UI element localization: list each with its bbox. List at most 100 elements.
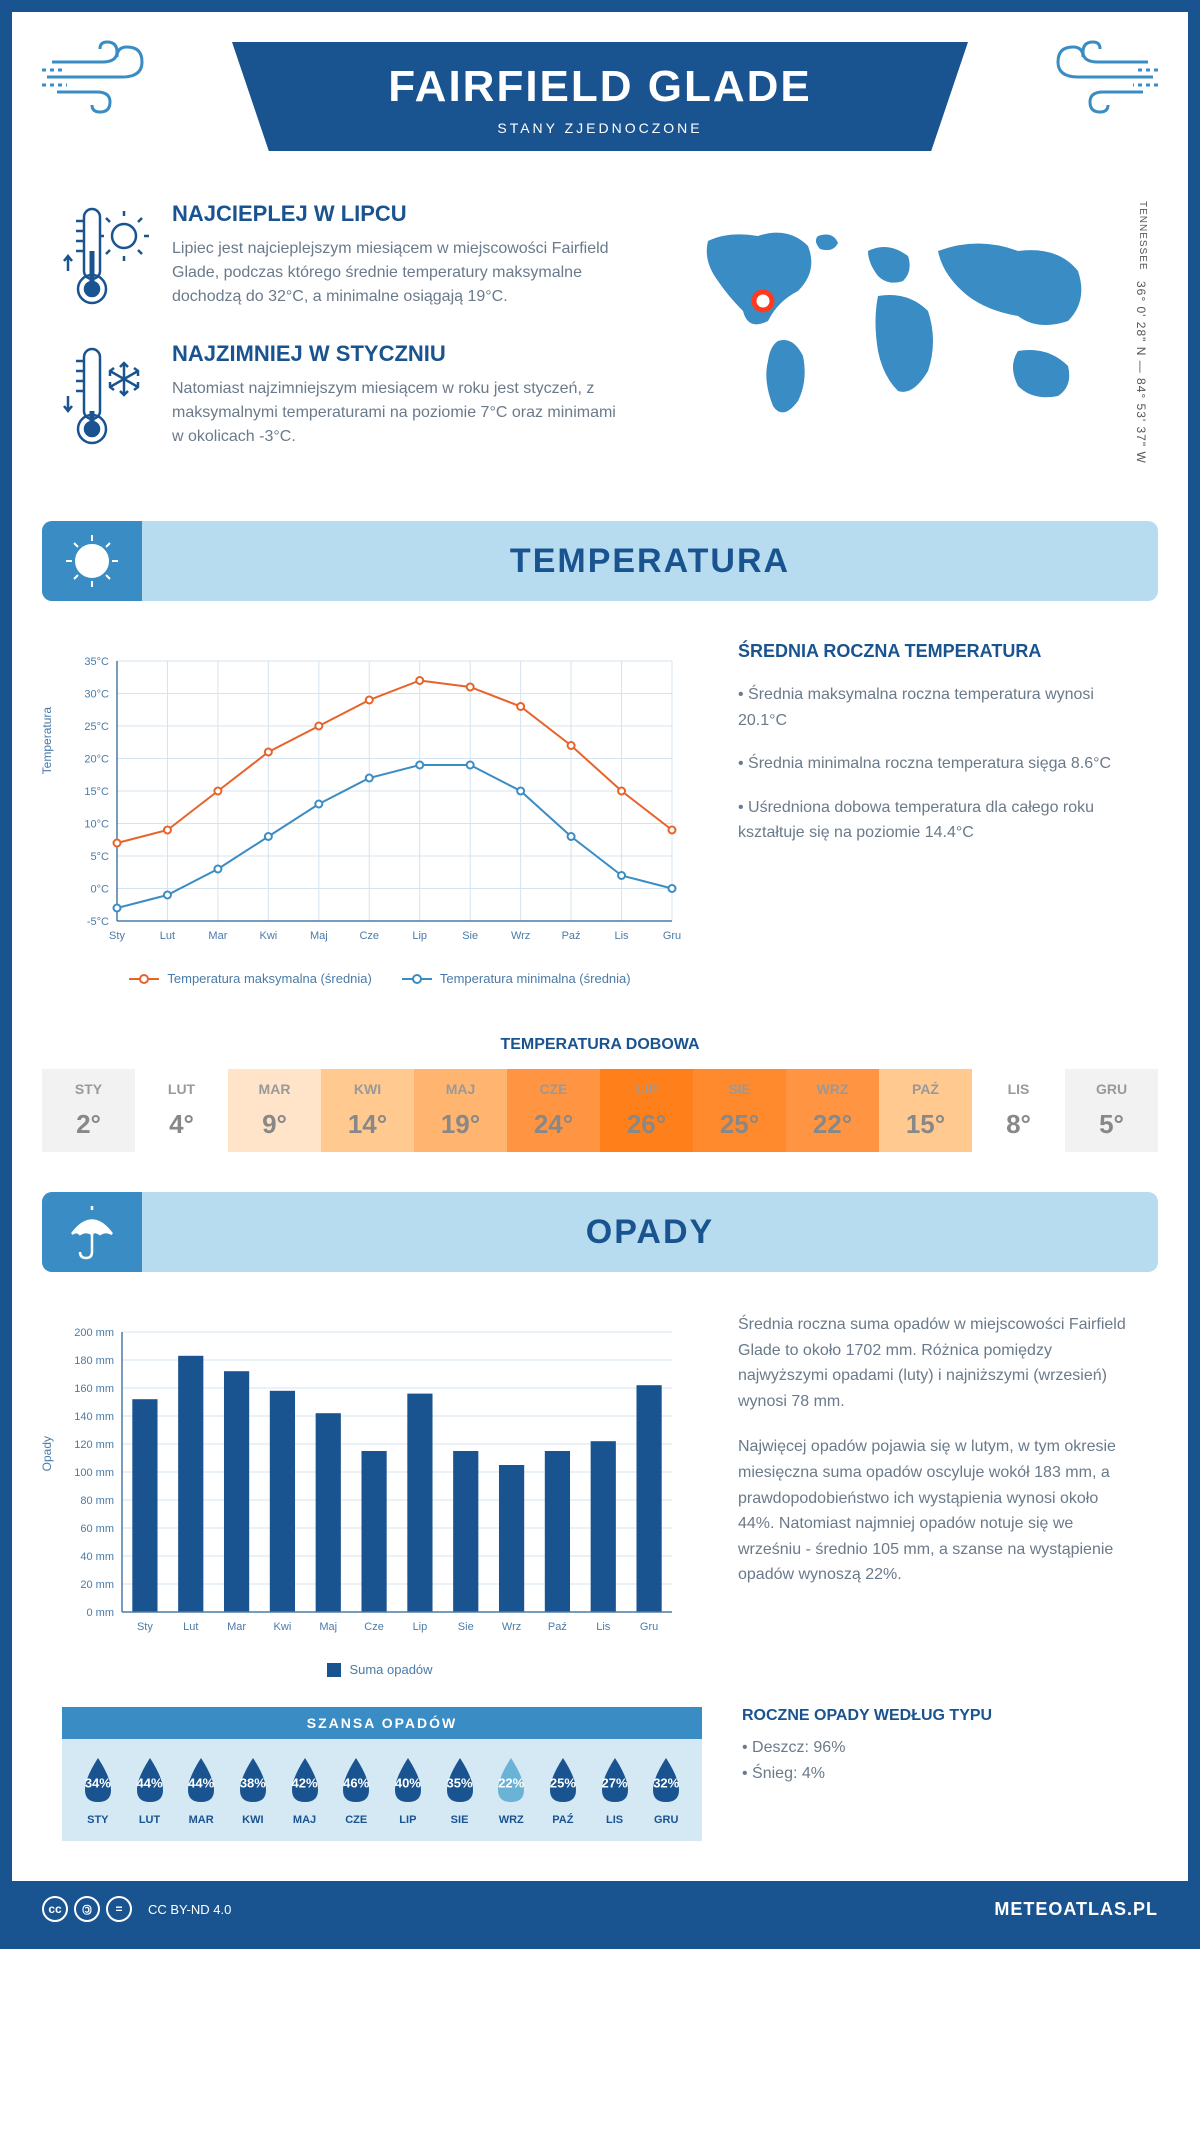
rain-chance-month: MAJ [279,1814,331,1826]
precipitation-info: Średnia roczna suma opadów w miejscowośc… [738,1312,1138,1677]
svg-text:200 mm: 200 mm [74,1327,114,1339]
precipitation-legend: Suma opadów [62,1662,698,1677]
raindrop-icon: 46% [335,1754,377,1806]
thermometer-hot-icon [62,201,152,311]
rain-chance-month: CZE [330,1814,382,1826]
svg-text:Lut: Lut [183,1621,198,1633]
svg-text:Cze: Cze [359,930,379,942]
precipitation-bottom: SZANSA OPADÓW 34% STY 44% LUT 44% MAR [12,1707,1188,1881]
coldest-text: Natomiast najzimniejszym miesiącem w rok… [172,377,618,449]
by-icon: 🄯 [74,1896,100,1922]
footer-site: METEOATLAS.PL [994,1899,1158,1920]
sun-icon [62,531,122,591]
svg-text:Lip: Lip [413,1621,428,1633]
svg-text:Maj: Maj [310,930,328,942]
temp-bullet: • Uśredniona dobowa temperatura dla całe… [738,795,1138,846]
daily-temp-value: 15° [879,1109,972,1140]
legend-precip: Suma opadów [327,1662,432,1677]
sun-icon-box [42,521,142,601]
daily-temp-value: 25° [693,1109,786,1140]
svg-text:Gru: Gru [663,930,681,942]
daily-month-label: SIE [693,1081,786,1097]
daily-month-label: LIS [972,1081,1065,1097]
rain-chance-value: 46% [343,1775,369,1790]
legend-precip-label: Suma opadów [349,1662,432,1677]
rain-chance-month: STY [72,1814,124,1826]
svg-text:30°C: 30°C [84,689,109,701]
daily-temp-cell: LIS 8° [972,1069,1065,1152]
temperature-chart: Temperatura -5°C0°C5°C10°C15°C20°C25°C30… [62,641,682,961]
rain-chance-value: 22% [498,1775,524,1790]
daily-month-label: MAR [228,1081,321,1097]
daily-temp-cell: KWI 14° [321,1069,414,1152]
precip-para2: Najwięcej opadów pojawia się w lutym, w … [738,1434,1138,1588]
info-section: NAJCIEPLEJ W LIPCU Lipiec jest najcieple… [12,171,1188,521]
rain-chance-value: 35% [447,1775,473,1790]
precip-by-type: ROCZNE OPADY WEDŁUG TYPU • Deszcz: 96%• … [742,1707,1138,1786]
daily-temp-cell: MAJ19° [414,1069,507,1152]
raindrop-icon: 25% [542,1754,584,1806]
rain-chance-drops: 34% STY 44% LUT 44% MAR 38% KWI [62,1739,702,1841]
daily-temp-value: 5° [1065,1109,1158,1140]
info-left: NAJCIEPLEJ W LIPCU Lipiec jest najcieple… [62,201,618,481]
daily-temp-value: 8° [972,1109,1065,1140]
raindrop-icon: 22% [490,1754,532,1806]
precip-y-label: Opady [40,1436,54,1471]
svg-text:Sty: Sty [137,1621,153,1633]
warmest-text: Lipiec jest najcieplejszym miesiącem w m… [172,237,618,309]
legend-min: Temperatura minimalna (średnia) [402,971,631,986]
svg-text:Kwi: Kwi [259,930,277,942]
precipitation-content: Opady 0 mm20 mm40 mm60 mm80 mm100 mm120 … [12,1272,1188,1707]
umbrella-icon [62,1202,122,1262]
rain-drop-cell: 27% LIS [589,1754,641,1826]
rain-chance-month: PAŹ [537,1814,589,1826]
daily-temp-value: 4° [135,1109,228,1140]
raindrop-icon: 34% [77,1754,119,1806]
rain-drop-cell: 38% KWI [227,1754,279,1826]
rain-chance-value: 44% [188,1775,214,1790]
daily-month-label: LIP [600,1081,693,1097]
svg-text:Gru: Gru [640,1621,658,1633]
rain-chance-box: SZANSA OPADÓW 34% STY 44% LUT 44% MAR [62,1707,702,1841]
daily-month-label: KWI [321,1081,414,1097]
svg-text:Wrz: Wrz [511,930,530,942]
by-type-item: • Śnieg: 4% [742,1761,1138,1787]
daily-temp-table: STY2°LUT4°MAR9°KWI14°MAJ19°CZE24°LIP26°S… [42,1069,1158,1152]
precipitation-section-header: OPADY [42,1192,1158,1272]
temperature-legend: Temperatura maksymalna (średnia) Tempera… [62,971,698,986]
warmest-block: NAJCIEPLEJ W LIPCU Lipiec jest najcieple… [62,201,618,311]
svg-text:Wrz: Wrz [502,1621,521,1633]
nd-icon: = [106,1896,132,1922]
svg-text:Maj: Maj [319,1621,337,1633]
rain-chance-value: 40% [395,1775,421,1790]
svg-text:120 mm: 120 mm [74,1439,114,1451]
rain-chance-value: 25% [550,1775,576,1790]
svg-text:Sie: Sie [458,1621,474,1633]
wind-icon-right [1018,37,1158,117]
license-text: CC BY-ND 4.0 [148,1902,231,1917]
raindrop-icon: 35% [439,1754,481,1806]
svg-text:Sie: Sie [462,930,478,942]
temp-info-title: ŚREDNIA ROCZNA TEMPERATURA [738,641,1138,662]
daily-temp-cell: GRU5° [1065,1069,1158,1152]
rain-chance-value: 42% [292,1775,318,1790]
region-label: TENNESSEE [1137,201,1148,271]
temp-bullet: • Średnia minimalna roczna temperatura s… [738,751,1138,777]
cc-icon: cc [42,1896,68,1922]
rain-chance-value: 44% [136,1775,162,1790]
rain-chance-month: WRZ [485,1814,537,1826]
map-container: TENNESSEE 36° 0' 28" N — 84° 53' 37" W [658,201,1138,481]
rain-chance-month: LUT [124,1814,176,1826]
daily-temp-value: 14° [321,1109,414,1140]
rain-drop-cell: 22% WRZ [485,1754,537,1826]
raindrop-icon: 32% [645,1754,687,1806]
daily-month-label: LUT [135,1081,228,1097]
precip-para1: Średnia roczna suma opadów w miejscowośc… [738,1312,1138,1414]
rain-drop-cell: 44% MAR [175,1754,227,1826]
svg-text:0 mm: 0 mm [87,1607,115,1619]
rain-chance-month: KWI [227,1814,279,1826]
daily-temp-cell: SIE 25° [693,1069,786,1152]
daily-temp-cell: CZE24° [507,1069,600,1152]
svg-text:Mar: Mar [208,930,227,942]
temp-y-label: Temperatura [40,707,54,774]
